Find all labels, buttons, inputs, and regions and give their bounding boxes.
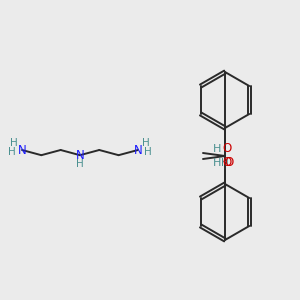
Text: O: O: [224, 157, 233, 169]
Text: N: N: [76, 149, 84, 162]
Text: H: H: [144, 147, 152, 157]
Text: H: H: [142, 138, 150, 148]
Text: H: H: [8, 147, 16, 157]
Text: H: H: [76, 159, 84, 169]
Text: H: H: [10, 138, 18, 148]
Text: H: H: [221, 158, 229, 168]
Text: N: N: [18, 143, 26, 157]
Text: O: O: [222, 142, 231, 155]
Text: H: H: [213, 144, 221, 154]
Text: H: H: [213, 158, 221, 168]
Text: O: O: [222, 157, 231, 169]
Text: N: N: [134, 143, 142, 157]
